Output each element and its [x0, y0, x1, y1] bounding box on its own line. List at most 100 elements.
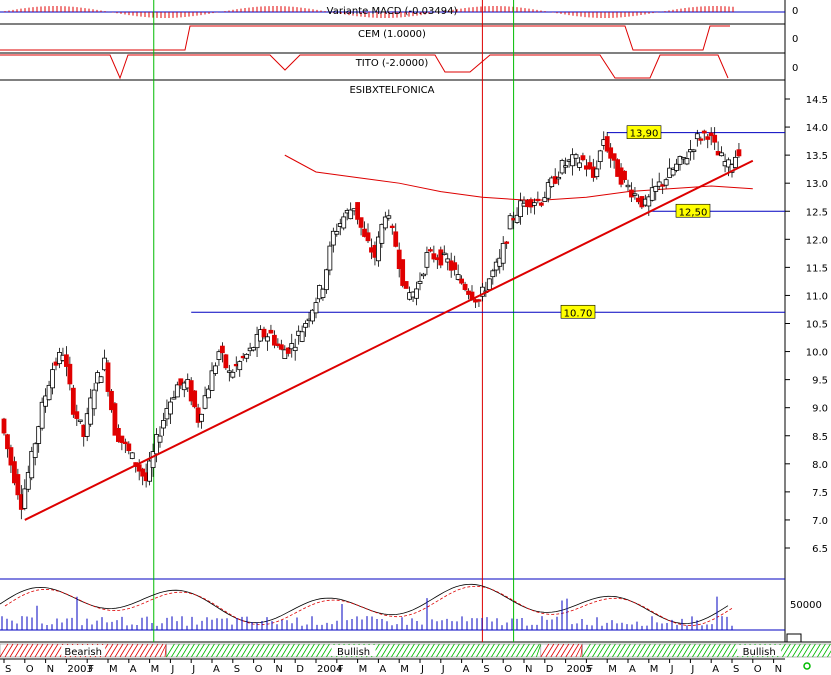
- band-hatch: [531, 643, 540, 658]
- band-hatch: [722, 643, 731, 658]
- x-tick-label: O: [754, 664, 762, 675]
- x-tick-label: A: [130, 664, 137, 675]
- band-hatch: [787, 643, 796, 658]
- candle-body: [341, 216, 347, 229]
- candle-body: [445, 258, 451, 263]
- y-tick-label: 11.5: [806, 263, 828, 274]
- band-hatch: [49, 643, 59, 658]
- trendline-line: [24, 159, 754, 521]
- vertical-markers: [153, 0, 515, 642]
- band-hatch: [592, 643, 601, 658]
- corner-box: [786, 633, 802, 643]
- candle-body: [736, 149, 742, 157]
- band-hatch: [109, 643, 119, 658]
- band-hatch: [271, 643, 280, 658]
- band-hatch: [451, 643, 460, 658]
- band-hatch: [597, 643, 606, 658]
- band-hatch: [697, 643, 706, 658]
- candle-body: [50, 369, 55, 389]
- candle-body: [452, 262, 458, 270]
- candle-body: [64, 354, 69, 367]
- macd-label: Variante MACD (-0.03494): [327, 6, 458, 17]
- band-hatch: [582, 643, 591, 658]
- band-hatch: [565, 643, 575, 658]
- candle-body: [70, 387, 76, 415]
- candle-body: [268, 329, 274, 334]
- x-tick-label: N: [525, 664, 532, 675]
- candle-body: [611, 153, 617, 161]
- candle-body: [698, 138, 704, 141]
- band-hatch: [627, 643, 636, 658]
- volume-bars: [1, 596, 733, 630]
- band-label: Bullish: [743, 647, 776, 658]
- band-hatch: [206, 643, 215, 658]
- band-hatch: [256, 643, 265, 658]
- x-tick-label: S: [5, 664, 11, 675]
- band-hatch: [587, 643, 596, 658]
- candle-body: [708, 132, 714, 137]
- candle-body: [119, 435, 125, 443]
- y-tick-label: 13.0: [806, 179, 828, 190]
- candle-body: [649, 187, 655, 201]
- band-hatch: [612, 643, 621, 658]
- candle-body: [251, 347, 257, 351]
- candle-body: [393, 231, 399, 247]
- candle-body: [594, 168, 600, 178]
- candle-body: [157, 435, 163, 443]
- x-tick-label: F: [338, 664, 344, 675]
- y-tick-label: 10.5: [806, 320, 828, 331]
- band-hatch: [501, 643, 510, 658]
- candle-body: [320, 288, 326, 298]
- band-hatch: [461, 643, 470, 658]
- band-hatch: [647, 643, 656, 658]
- band-hatch: [792, 643, 801, 658]
- candle-body: [265, 336, 270, 342]
- candle-body: [462, 283, 468, 290]
- band-hatch: [181, 643, 190, 658]
- oscillator-k: [0, 583, 729, 625]
- x-tick-label: S: [234, 664, 240, 675]
- candle-body: [226, 370, 232, 373]
- moving-average: [284, 154, 753, 201]
- band-hatch: [802, 643, 811, 658]
- x-tick-label: J: [170, 664, 174, 675]
- level-label: 13,90: [630, 129, 659, 140]
- band-hatch: [481, 643, 490, 658]
- band-hatch: [306, 643, 315, 658]
- y-tick-label: 13.5: [806, 151, 828, 162]
- candle-body: [622, 170, 627, 180]
- band-hatch: [496, 643, 505, 658]
- candle-body: [171, 397, 177, 400]
- candle-body: [670, 169, 676, 176]
- candle-body: [105, 362, 111, 392]
- band-hatch: [677, 643, 686, 658]
- candle-body: [271, 334, 277, 346]
- level-label-box: [626, 125, 662, 139]
- candle-body: [67, 363, 73, 385]
- x-tick-label: O: [504, 664, 512, 675]
- candle-body: [663, 179, 669, 186]
- band-hatch: [231, 643, 240, 658]
- band-hatch: [266, 643, 275, 658]
- candle-body: [278, 344, 284, 350]
- candle-body: [122, 441, 128, 445]
- cem-indicator: [0, 25, 730, 51]
- band-label-box: [61, 645, 106, 656]
- candle-body: [570, 154, 575, 167]
- candle-body: [382, 216, 388, 229]
- candle-body: [403, 281, 409, 289]
- candle-body: [379, 223, 385, 244]
- candle-body: [192, 390, 198, 408]
- band-label: Bullish: [337, 647, 370, 658]
- candle-body: [719, 152, 724, 157]
- band-label: Bearish: [64, 647, 102, 658]
- candle-body: [84, 413, 90, 437]
- band-hatch: [124, 643, 134, 658]
- candle-body: [400, 259, 406, 286]
- candle-body: [282, 349, 288, 359]
- y-tick-label: 11.0: [806, 291, 828, 302]
- candle-body: [112, 403, 118, 436]
- band-hatch: [687, 643, 696, 658]
- x-tick-label: N: [275, 664, 282, 675]
